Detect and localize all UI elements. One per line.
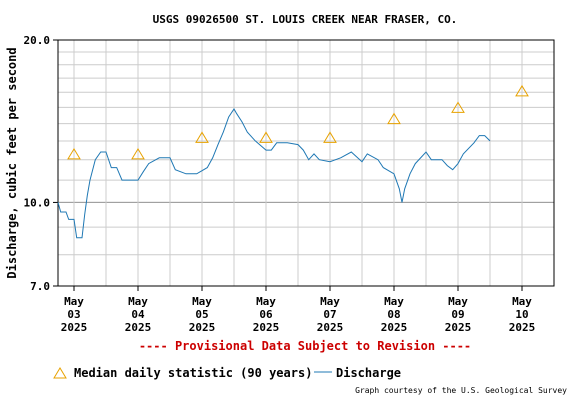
median-point-triangle	[195, 131, 209, 143]
median-point-triangle	[451, 101, 465, 113]
legend-median-triangle-icon	[53, 367, 67, 379]
median-point-triangle	[259, 131, 273, 143]
x-tick-label: 2025	[125, 321, 152, 334]
x-tick-label: 09	[451, 308, 464, 321]
x-tick-label: 08	[387, 308, 400, 321]
x-tick-label: 2025	[253, 321, 280, 334]
legend-discharge-label: Discharge	[336, 366, 401, 380]
x-tick-label: 2025	[189, 321, 216, 334]
x-tick-label: 10	[515, 308, 528, 321]
series-line-discharge	[57, 108, 491, 239]
x-tick-label: 04	[131, 308, 145, 321]
median-point-triangle	[131, 147, 145, 160]
x-axis-ticks: May032025May042025May052025May062025May0…	[61, 286, 536, 334]
median-point-triangle	[515, 84, 529, 97]
x-tick-label: 2025	[445, 321, 472, 334]
x-tick-label: 2025	[317, 321, 344, 334]
x-tick-label: May	[448, 295, 468, 308]
median-point-triangle	[387, 112, 401, 125]
x-tick-label: 03	[67, 308, 80, 321]
x-tick-label: May	[128, 295, 148, 308]
y-tick-label: 7.0	[30, 280, 50, 293]
y-tick-label: 10.0	[24, 196, 51, 209]
x-tick-label: May	[192, 295, 212, 308]
legend: Median daily statistic (90 years) Discha…	[53, 366, 401, 380]
series-layer	[57, 84, 529, 239]
x-tick-label: May	[64, 295, 84, 308]
plot-area-frame	[57, 39, 555, 287]
y-tick-label: 20.0	[24, 34, 51, 47]
x-tick-label: 06	[259, 308, 273, 321]
y-axis-label: Discharge, cubic feet per second	[5, 47, 19, 278]
x-tick-label: May	[256, 295, 276, 308]
x-tick-label: May	[384, 295, 404, 308]
grid-lines	[58, 39, 554, 287]
x-tick-label: May	[512, 295, 532, 308]
x-tick-label: May	[320, 295, 340, 308]
x-tick-label: 05	[195, 308, 208, 321]
chart-title: USGS 09026500 ST. LOUIS CREEK NEAR FRASE…	[153, 13, 458, 26]
x-tick-label: 2025	[61, 321, 88, 334]
x-tick-label: 2025	[381, 321, 408, 334]
y-axis-ticks: 20.0 10.0 7.0	[24, 34, 58, 293]
legend-median-label: Median daily statistic (90 years)	[74, 366, 312, 380]
median-point-triangle	[67, 147, 81, 160]
x-tick-label: 07	[323, 308, 336, 321]
median-point-triangle	[323, 131, 337, 143]
provisional-note: ---- Provisional Data Subject to Revisio…	[139, 339, 471, 353]
x-tick-label: 2025	[509, 321, 536, 334]
credit-text: Graph courtesy of the U.S. Geological Su…	[355, 386, 567, 395]
